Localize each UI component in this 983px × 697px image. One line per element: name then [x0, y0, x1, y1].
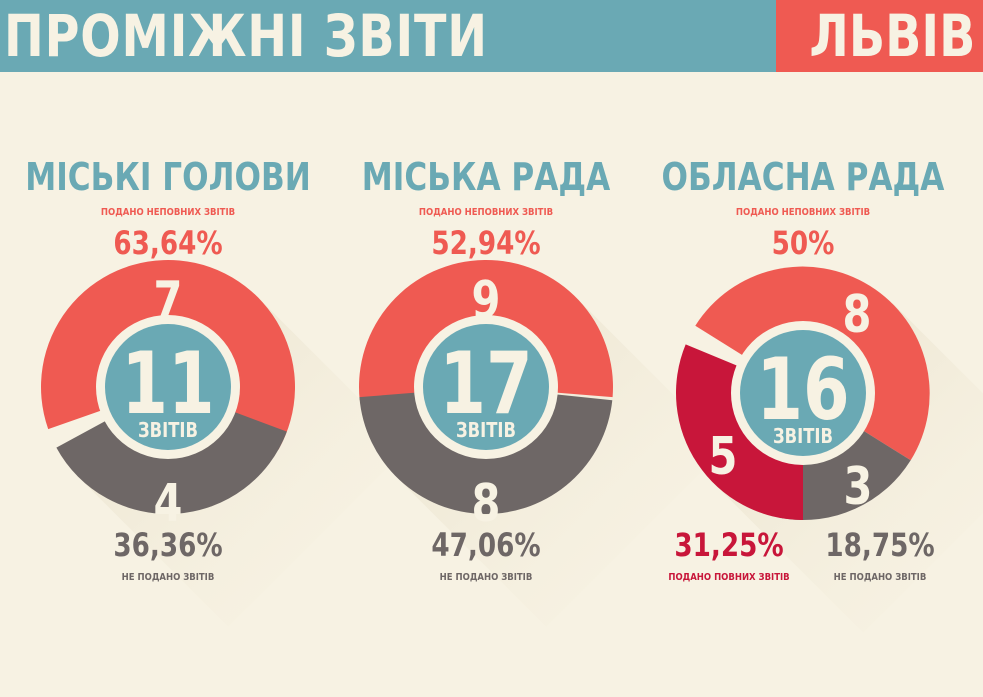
top-caption: ПОДАНО НЕПОВНИХ ЗВІТІВ — [736, 206, 870, 218]
chart-title: МІСЬКА РАДА — [362, 156, 610, 200]
bottom-caption: НЕ ПОДАНО ЗВІТІВ — [834, 571, 927, 583]
bottom-percent: 36,36% — [113, 526, 222, 563]
top-percent: 50% — [772, 224, 835, 261]
bottom-percent: 47,06% — [431, 526, 540, 563]
slice-value-label: 4 — [154, 474, 183, 535]
slice-value-label: 8 — [472, 474, 501, 535]
bottom-percent: 31,25% — [674, 526, 783, 563]
slice-value-label: 5 — [709, 427, 738, 488]
top-percent: 52,94% — [431, 224, 540, 261]
chart-title: МІСЬКІ ГОЛОВИ — [25, 156, 311, 200]
total-count-label: ЗВІТІВ — [138, 420, 198, 443]
slice-value-label: 3 — [844, 457, 873, 518]
top-caption: ПОДАНО НЕПОВНИХ ЗВІТІВ — [419, 206, 553, 218]
bottom-caption: НЕ ПОДАНО ЗВІТІВ — [440, 571, 533, 583]
top-caption: ПОДАНО НЕПОВНИХ ЗВІТІВ — [101, 206, 235, 218]
bottom-caption: НЕ ПОДАНО ЗВІТІВ — [122, 571, 215, 583]
bottom-percent: 18,75% — [825, 526, 934, 563]
total-count-label: ЗВІТІВ — [773, 426, 833, 449]
chart-title: ОБЛАСНА РАДА — [662, 156, 945, 200]
bottom-caption: ПОДАНО ПОВНИХ ЗВІТІВ — [668, 571, 789, 583]
total-count-label: ЗВІТІВ — [456, 420, 516, 443]
top-percent: 63,64% — [113, 224, 222, 261]
